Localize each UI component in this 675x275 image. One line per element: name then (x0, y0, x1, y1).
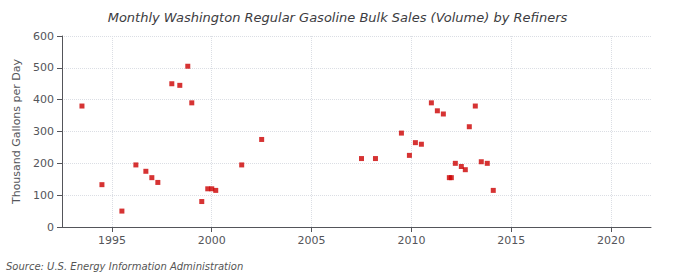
svg-text:400: 400 (33, 93, 54, 106)
svg-text:2015: 2015 (497, 234, 525, 247)
svg-text:1995: 1995 (98, 234, 126, 247)
svg-text:100: 100 (33, 189, 54, 202)
svg-text:300: 300 (33, 125, 54, 138)
svg-text:Monthly Washington Regular Gas: Monthly Washington Regular Gasoline Bulk… (108, 10, 568, 25)
svg-text:200: 200 (33, 157, 54, 170)
svg-text:2000: 2000 (198, 234, 226, 247)
svg-text:600: 600 (33, 30, 54, 43)
svg-text:2010: 2010 (397, 234, 425, 247)
svg-text:500: 500 (33, 61, 54, 74)
svg-text:Source: U.S. Energy Informatio: Source: U.S. Energy Information Administ… (6, 261, 243, 272)
svg-text:2005: 2005 (298, 234, 326, 247)
svg-text:Thousand Gallons per Day: Thousand Gallons per Day (10, 58, 23, 205)
svg-text:0: 0 (47, 221, 54, 234)
svg-text:2020: 2020 (597, 234, 625, 247)
